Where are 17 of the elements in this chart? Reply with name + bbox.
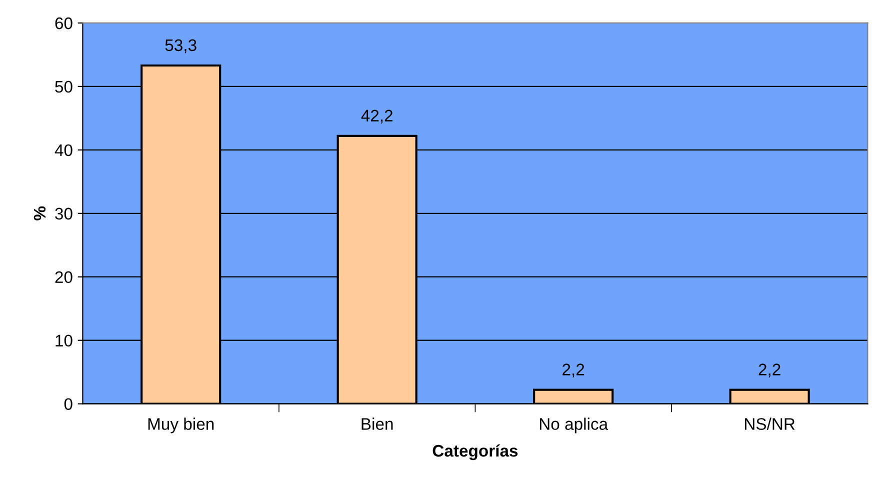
x-tick-label: Muy bien xyxy=(148,418,214,434)
y-tick-label: 50 xyxy=(55,80,72,93)
data-label: 2,2 xyxy=(758,364,780,378)
x-tick-label: No aplica xyxy=(540,418,608,434)
y-tick-label: 10 xyxy=(56,334,72,347)
y-tick-label: 60 xyxy=(55,17,72,30)
y-tick-label: 30 xyxy=(55,208,72,220)
x-axis-title: Categorías xyxy=(432,444,518,460)
data-label: 53,3 xyxy=(165,39,196,54)
x-tick-label: Bien xyxy=(362,418,393,430)
x-tick-label: NS/NR xyxy=(745,418,795,430)
y-tick-label: 20 xyxy=(55,271,72,284)
y-tick-label: 40 xyxy=(54,144,72,156)
y-tick-label: 0 xyxy=(64,398,72,410)
y-axis-title: % xyxy=(34,206,46,220)
data-label: 42,2 xyxy=(361,110,392,124)
data-label: 2,2 xyxy=(562,364,584,378)
